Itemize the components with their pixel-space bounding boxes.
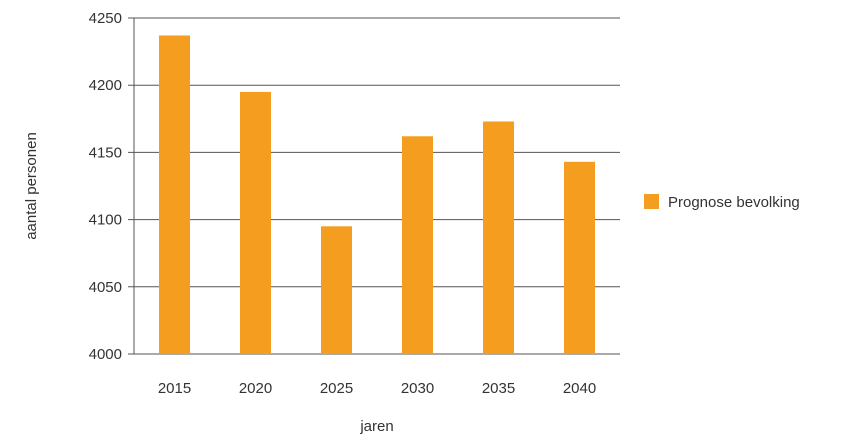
bar-2020 — [240, 91, 271, 355]
x-tick-label: 2040 — [563, 380, 596, 397]
legend-swatch — [644, 194, 659, 209]
x-tick-label: 2015 — [158, 380, 191, 397]
legend-label: Prognose bevolking — [668, 194, 800, 211]
bars — [159, 35, 595, 355]
y-tick-labels: 4000 4050 4100 4150 4200 4250 — [89, 10, 122, 363]
x-tick-label: 2030 — [401, 380, 434, 397]
bar-2025 — [321, 226, 352, 354]
x-axis-title: jaren — [359, 418, 393, 435]
y-axis-title: aantal personen — [23, 132, 40, 240]
gridlines — [128, 17, 620, 355]
y-tick-label: 4050 — [89, 279, 122, 296]
x-tick-label: 2020 — [239, 380, 272, 397]
x-tick-label: 2025 — [320, 380, 353, 397]
x-tick-labels: 2015 2020 2025 2030 2035 2040 — [158, 380, 596, 397]
bar-2015 — [159, 35, 190, 355]
y-tick-label: 4000 — [89, 346, 122, 363]
legend: Prognose bevolking — [644, 194, 800, 211]
bar-2030 — [402, 136, 433, 354]
bar-2040 — [564, 161, 595, 354]
y-tick-label: 4150 — [89, 144, 122, 161]
bar-2035 — [483, 121, 514, 354]
y-tick-label: 4250 — [89, 10, 122, 27]
y-tick-label: 4100 — [89, 212, 122, 229]
y-tick-label: 4200 — [89, 77, 122, 94]
x-tick-label: 2035 — [482, 380, 515, 397]
